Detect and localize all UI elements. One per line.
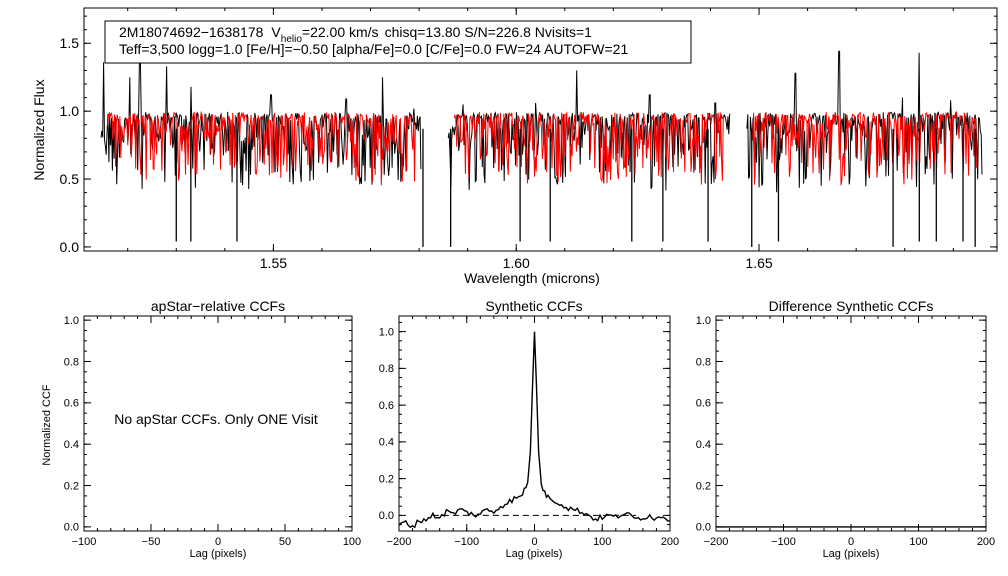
x-tick-label: 100 bbox=[343, 536, 361, 548]
y-tick-label: 0.4 bbox=[379, 437, 394, 449]
x-tick-label: −200 bbox=[704, 536, 729, 548]
observed-spectrum bbox=[100, 53, 422, 190]
fit-stats: chisq=13.80 S/N=226.8 Nvisits=1 bbox=[385, 24, 593, 40]
apstar-ccf-ticks: −100 −50 0 50 100 0.0 0.2 0.4 0.6 0.8 1.0 bbox=[64, 315, 361, 548]
synthetic-ccf-ticks: −200 −100 0 100 200 0.0 0.2 0.4 0.6 0.8 1.0 bbox=[379, 316, 679, 548]
x-tick-label: 100 bbox=[593, 536, 611, 548]
v-helio-subscript: helio bbox=[281, 34, 303, 45]
model-spectrum bbox=[106, 110, 416, 186]
x-tick-label: −100 bbox=[771, 536, 796, 548]
difference-ccf-panel: Difference Synthetic CCFs −200 −100 0 100 20… bbox=[696, 298, 995, 560]
spectrum-xlabel: Wavelength (microns) bbox=[464, 270, 600, 286]
spectrum-frame bbox=[83, 7, 998, 252]
difference-ccf-title: Difference Synthetic CCFs bbox=[769, 298, 934, 314]
x-tick-label: 200 bbox=[661, 536, 679, 548]
y-tick-label: 1.0 bbox=[60, 103, 80, 119]
x-tick-label: −200 bbox=[387, 536, 412, 548]
object-id: 2M18074692−1638178 bbox=[119, 24, 264, 40]
spectrum-ticks: 1.55 1.60 1.65 0.0 0.5 1.0 1.5 bbox=[60, 8, 997, 271]
apstar-ccf-message: No apStar CCFs. Only ONE Visit bbox=[114, 411, 318, 427]
y-tick-label: 0.2 bbox=[64, 480, 79, 492]
x-tick-label: 0 bbox=[531, 536, 537, 548]
synthetic-ccf-traces bbox=[398, 331, 670, 529]
y-tick-label: 1.5 bbox=[60, 35, 80, 51]
x-tick-label: −50 bbox=[142, 536, 161, 548]
ccf-ylabel: Normalized CCF bbox=[41, 384, 53, 466]
x-tick-label: 1.60 bbox=[503, 255, 530, 271]
y-tick-label: 0.6 bbox=[64, 398, 79, 410]
x-tick-label: −100 bbox=[454, 536, 479, 548]
x-tick-label: 1.65 bbox=[745, 255, 772, 271]
y-tick-label: 0.6 bbox=[379, 400, 394, 412]
difference-ccf-xlabel: Lag (pixels) bbox=[823, 548, 880, 560]
y-tick-label: 0.2 bbox=[379, 473, 394, 485]
y-tick-label: 0.4 bbox=[64, 439, 79, 451]
annotation-line2: Teff=3,500 logg=1.0 [Fe/H]=−0.50 [alpha/… bbox=[119, 41, 628, 57]
synthetic-ccf-xlabel: Lag (pixels) bbox=[506, 548, 563, 560]
y-tick-label: 0.6 bbox=[696, 398, 711, 410]
y-tick-label: 1.0 bbox=[379, 326, 394, 338]
observed-spectrum bbox=[447, 70, 731, 191]
x-tick-label: 50 bbox=[279, 536, 291, 548]
model-spectrum bbox=[453, 111, 724, 185]
apstar-ccf-panel: apStar−relative CCFs −100 −50 0 50 100 0.0 0.2… bbox=[41, 298, 361, 560]
spectrum-panel: 1.55 1.60 1.65 0.0 0.5 1.0 1.5 Wavelength (mic… bbox=[31, 7, 998, 286]
y-tick-label: 0.8 bbox=[696, 356, 711, 368]
apstar-ccf-title: apStar−relative CCFs bbox=[151, 298, 285, 314]
difference-ccf-frame bbox=[715, 315, 987, 532]
y-tick-label: 1.0 bbox=[64, 315, 79, 327]
y-tick-label: 0.8 bbox=[64, 356, 79, 368]
synthetic-ccf-panel: Synthetic CCFs −200 −100 0 100 200 0.0 0.2 0.4 0… bbox=[379, 298, 679, 560]
x-tick-label: 100 bbox=[909, 536, 927, 548]
annotation-box bbox=[104, 20, 692, 64]
synthetic-ccf-line bbox=[398, 331, 670, 529]
y-tick-label: 0.5 bbox=[60, 171, 80, 187]
v-helio-value: =22.00 km/s bbox=[302, 24, 379, 40]
annotation-line1: 2M18074692−1638178 Vhelio=22.00 km/s chisq… bbox=[119, 24, 592, 45]
y-tick-label: 0.8 bbox=[379, 363, 394, 375]
y-tick-label: 0.0 bbox=[379, 510, 394, 522]
stellar-parameter-box: 2M18074692−1638178 Vhelio=22.00 km/s chisq… bbox=[104, 20, 692, 64]
synthetic-ccf-title: Synthetic CCFs bbox=[485, 298, 582, 314]
difference-ccf-ticks: −200 −100 0 100 200 0.0 0.2 0.4 0.6 0.8 1.0 bbox=[696, 315, 995, 548]
model-spectrum bbox=[752, 110, 977, 186]
v-helio-symbol: V bbox=[271, 24, 281, 40]
apstar-ccf-xlabel: Lag (pixels) bbox=[190, 548, 247, 560]
x-tick-label: 0 bbox=[848, 536, 854, 548]
x-tick-label: 200 bbox=[977, 536, 995, 548]
x-tick-label: 0 bbox=[215, 536, 221, 548]
y-tick-label: 0.0 bbox=[60, 239, 80, 255]
y-tick-label: 0.4 bbox=[696, 439, 711, 451]
y-tick-label: 1.0 bbox=[696, 315, 711, 327]
y-tick-label: 0.2 bbox=[696, 480, 711, 492]
y-tick-label: 0.0 bbox=[696, 522, 711, 534]
spectrum-ylabel: Normalized Flux bbox=[31, 79, 47, 180]
y-tick-label: 0.0 bbox=[64, 522, 79, 534]
x-tick-label: 1.55 bbox=[260, 255, 287, 271]
spectrum-traces bbox=[100, 50, 983, 247]
x-tick-label: −100 bbox=[72, 536, 97, 548]
